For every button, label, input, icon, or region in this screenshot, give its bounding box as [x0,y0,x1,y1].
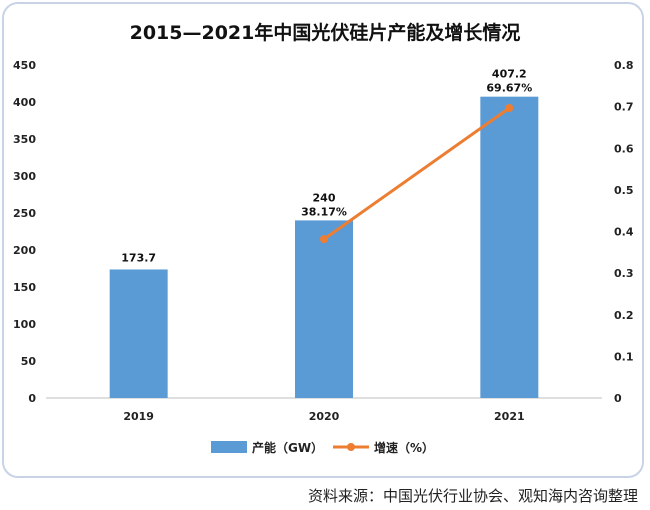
x-tick-label: 2019 [123,410,154,423]
bar-value-label: 240 [313,191,336,204]
y-left-tick-label: 50 [21,355,37,368]
bar-value-label: 173.7 [121,251,156,264]
y-left-tick-label: 250 [13,207,36,220]
legend-label-growth: 增速（%） [374,440,434,455]
line-layer [320,103,514,244]
source-note: 资料来源：中国光伏行业协会、观知海内咨询整理 [307,487,638,505]
bar [480,96,539,398]
growth-value-label: 38.17% [301,205,347,218]
y-right-tick-label: 0.8 [614,59,634,72]
growth-line [323,106,511,241]
y-right-tick-label: 0 [614,392,622,405]
y-left-tick-label: 450 [13,59,36,72]
bar [109,269,168,398]
y-right-tick-label: 0.5 [614,184,634,197]
y-right-tick-label: 0.4 [614,226,634,239]
y-left-tick-label: 100 [13,318,36,331]
y-left-tick-label: 300 [13,170,36,183]
y-left-tick-label: 150 [13,281,36,294]
y-right-tick-label: 0.3 [614,267,634,280]
y-right-tick-label: 0.7 [614,101,634,114]
bars-layer [109,96,539,398]
bar [295,220,353,398]
growth-point [505,103,514,112]
growth-point [320,235,328,244]
chart-frame [2,2,644,478]
y-left-tick-label: 200 [13,244,36,257]
legend-marker-growth [347,443,355,451]
chart-svg: 0 50 100 150 200 250 300 350 400 450 0 0.1 0.2 0.3 0.4… [13,59,634,455]
axes-layer: 0 50 100 150 200 250 300 350 400 450 0 0.1 0.2 0.3 0.4… [13,59,634,423]
y-left-tick-label: 350 [13,133,36,146]
y-left-tick-label: 400 [13,96,36,109]
legend-label-capacity: 产能（GW） [252,440,323,455]
growth-value-label: 69.67% [486,82,532,95]
y-right-tick-label: 0.2 [614,309,634,322]
legend-swatch-capacity [211,441,247,453]
chart-title: 2015—2021年中国光伏硅片产能及增长情况 [129,22,521,44]
y-right-tick-label: 0.6 [614,142,634,155]
y-right-tick-label: 0.1 [614,350,634,363]
bar-value-label: 407.2 [492,68,527,81]
x-tick-label: 2020 [309,410,340,423]
legend: 产能（GW） 增速（%） [211,440,434,455]
x-tick-label: 2021 [494,410,525,423]
y-left-tick-label: 0 [28,392,36,405]
